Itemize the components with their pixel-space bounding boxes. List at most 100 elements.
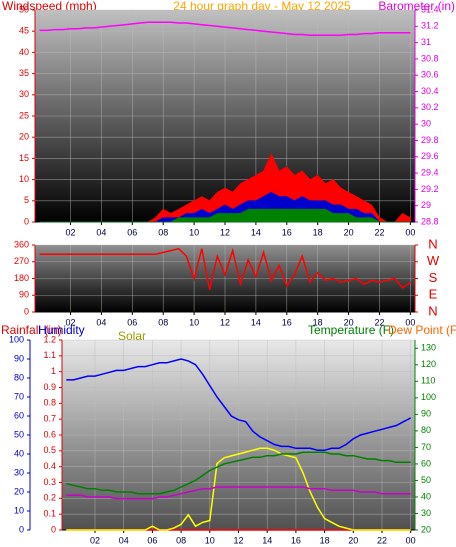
y3-tick-label: 70 [14, 391, 24, 401]
y2-tick-label: N [428, 236, 437, 251]
x-tick-label: 08 [158, 317, 168, 327]
y2-tick-label: 31 [421, 37, 431, 47]
y3-tick-label: 90 [14, 353, 24, 363]
y2-tick-label: 60 [421, 458, 431, 468]
y2-tick-label: 50 [421, 475, 431, 485]
y-tick-label: 0.6 [43, 429, 56, 439]
series-line [66, 486, 411, 500]
x-tick-label: 06 [127, 227, 137, 237]
x-tick-label: 16 [291, 535, 301, 545]
y2-tick-label: E [429, 287, 438, 302]
series-line [66, 447, 411, 531]
y2-tick-label: 30.6 [421, 70, 439, 80]
x-tick-label: 08 [176, 535, 186, 545]
y-tick-label: 1.1 [43, 350, 56, 360]
y2-tick-label: 90 [421, 409, 431, 419]
y2-tick-label: 29.8 [421, 135, 439, 145]
x-tick-label: 12 [233, 535, 243, 545]
y2-tick-label: 100 [421, 392, 436, 402]
y-tick-label: 90 [19, 290, 29, 300]
y-tick-label: 0.9 [43, 382, 56, 392]
x-tick-label: 00 [405, 227, 415, 237]
x-tick-label: 16 [282, 227, 292, 237]
y-tick-label: 0 [51, 524, 56, 534]
y-tick-label: 0.3 [43, 477, 56, 487]
y2-tick-label: 70 [421, 442, 431, 452]
y2-tick-label: 29 [421, 200, 431, 210]
series-line [39, 21, 411, 37]
x-tick-label: 04 [119, 535, 129, 545]
x-tick-label: 18 [320, 535, 330, 545]
y2-tick-label: 130 [421, 343, 436, 353]
x-tick-label: 14 [262, 535, 272, 545]
x-tick-label: 02 [66, 227, 76, 237]
y2-tick-label: 40 [421, 491, 431, 501]
x-tick-label: 18 [313, 317, 323, 327]
y-tick-label: 45 [19, 26, 29, 36]
x-tick-label: 18 [313, 227, 323, 237]
y-tick-label: 0 [24, 306, 29, 316]
x-tick-label: 20 [348, 535, 358, 545]
y2-tick-label: 28.8 [421, 216, 439, 226]
y2-tick-label: 31.2 [421, 21, 439, 31]
y2-tick-label: S [429, 270, 438, 285]
y2-tick-label: 80 [421, 425, 431, 435]
x-tick-label: 06 [127, 317, 137, 327]
y2-tick-label: 30 [421, 508, 431, 518]
y-tick-label: 10 [19, 174, 29, 184]
x-tick-label: 10 [205, 535, 215, 545]
x-tick-label: 22 [374, 227, 384, 237]
y3-tick-label: 10 [14, 505, 24, 515]
y-tick-label: 0.7 [43, 414, 56, 424]
x-tick-label: 00 [406, 535, 416, 545]
y-tick-label: 360 [14, 239, 29, 249]
y3-tick-label: 0 [19, 524, 24, 534]
y2-tick-label: 30 [421, 119, 431, 129]
x-tick-label: 14 [251, 317, 261, 327]
y2-tick-label: W [427, 253, 440, 268]
y2-tick-label: 30.2 [421, 102, 439, 112]
y2-tick-label: N [428, 303, 437, 318]
y-tick-label: 15 [19, 153, 29, 163]
y2-tick-label: 31.4 [421, 4, 439, 14]
y2-tick-label: 120 [421, 359, 436, 369]
y3-tick-label: 50 [14, 429, 24, 439]
y3-tick-label: 30 [14, 467, 24, 477]
y2-tick-label: 29.4 [421, 167, 439, 177]
x-tick-label: 22 [374, 317, 384, 327]
y-tick-label: 0.2 [43, 493, 56, 503]
x-tick-label: 08 [158, 227, 168, 237]
x-tick-label: 20 [344, 317, 354, 327]
y3-tick-label: 100 [9, 334, 24, 344]
x-tick-label: 14 [251, 227, 261, 237]
y-tick-label: 35 [19, 68, 29, 78]
x-tick-label: 12 [220, 317, 230, 327]
series-label: Temperature (F) [308, 323, 394, 337]
series-line [39, 247, 411, 290]
y-tick-label: 30 [19, 89, 29, 99]
series-label: Rainfall (in) [1, 323, 62, 337]
x-tick-label: 02 [66, 317, 76, 327]
y-tick-label: 180 [14, 273, 29, 283]
y-tick-label: 0.8 [43, 398, 56, 408]
x-tick-label: 04 [96, 317, 106, 327]
y-tick-label: 270 [14, 256, 29, 266]
series-area [39, 208, 411, 223]
x-tick-label: 04 [96, 227, 106, 237]
y-tick-label: 0.5 [43, 445, 56, 455]
y-tick-label: 0.1 [43, 509, 56, 519]
x-tick-label: 10 [189, 317, 199, 327]
x-tick-label: 22 [377, 535, 387, 545]
y-tick-label: 0.4 [43, 461, 56, 471]
y2-tick-label: 30.8 [421, 53, 439, 63]
y2-tick-label: 29.2 [421, 184, 439, 194]
y3-tick-label: 80 [14, 372, 24, 382]
y-tick-label: 50 [19, 4, 29, 14]
x-tick-label: 16 [282, 317, 292, 327]
y3-tick-label: 60 [14, 410, 24, 420]
x-tick-label: 00 [405, 317, 415, 327]
y3-tick-label: 20 [14, 486, 24, 496]
series-line [66, 358, 412, 451]
